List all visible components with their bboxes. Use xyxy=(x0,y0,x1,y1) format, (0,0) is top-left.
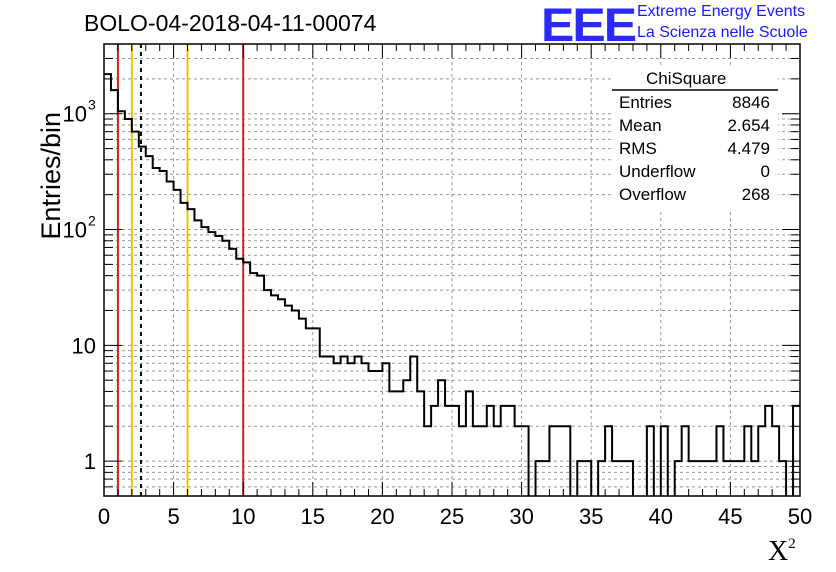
x-tick-label: 20 xyxy=(370,504,394,529)
x-axis-label-exponent: 2 xyxy=(788,536,796,552)
stats-key: RMS xyxy=(619,139,657,158)
x-tick-label: 25 xyxy=(440,504,464,529)
y-tick-label-exponent: 3 xyxy=(88,97,96,113)
x-tick-label: 45 xyxy=(718,504,742,529)
x-tick-label: 10 xyxy=(231,504,255,529)
stats-box-frame xyxy=(612,66,778,210)
x-tick-label: 5 xyxy=(167,504,179,529)
y-axis-label: Entries/bin xyxy=(36,112,66,240)
stats-key: Mean xyxy=(619,116,662,135)
y-tick-label: 1 xyxy=(84,449,96,474)
y-tick-label: 10 xyxy=(63,218,87,243)
stats-key: Overflow xyxy=(619,185,687,204)
stats-key: Underflow xyxy=(619,162,696,181)
x-tick-label: 50 xyxy=(788,504,812,529)
eee-logo-line2: La Scienza nelle Scuole xyxy=(637,24,808,41)
stats-value: 8846 xyxy=(732,93,770,112)
stats-key: Entries xyxy=(619,93,672,112)
x-tick-label: 15 xyxy=(301,504,325,529)
stats-value: 268 xyxy=(741,185,770,204)
chart-title: BOLO-04-2018-04-11-00074 xyxy=(84,10,377,36)
reference-lines xyxy=(116,44,245,496)
y-tick-label-exponent: 2 xyxy=(88,213,96,229)
x-tick-label: 40 xyxy=(649,504,673,529)
stats-box-title: ChiSquare xyxy=(646,69,727,88)
stats-value: 0 xyxy=(760,162,770,181)
stats-value: 4.479 xyxy=(727,139,770,158)
x-axis-label-base: X xyxy=(768,536,789,567)
eee-logo: EEE xyxy=(541,0,637,52)
axis-ticks xyxy=(103,43,801,497)
x-tick-label: 35 xyxy=(579,504,603,529)
eee-logo-line1: Extreme Energy Events xyxy=(637,3,806,20)
y-tick-label: 10 xyxy=(72,333,96,358)
x-tick-label: 0 xyxy=(98,504,110,529)
x-axis-label: X2 xyxy=(768,536,796,568)
stats-value: 2.654 xyxy=(727,116,770,135)
histogram-line xyxy=(104,73,800,496)
x-tick-label: 30 xyxy=(509,504,533,529)
y-tick-label: 10 xyxy=(63,102,87,127)
